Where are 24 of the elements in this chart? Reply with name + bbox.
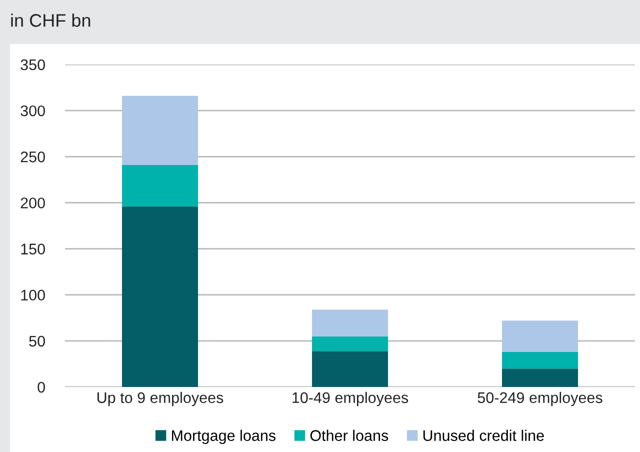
y-tick-label: 350 (20, 59, 45, 70)
bar (502, 352, 578, 369)
legend-label: Unused credit line (423, 430, 544, 441)
legend-label: Other loans (310, 430, 388, 441)
y-tick-label: 200 (20, 198, 45, 208)
y-tick-label: 300 (20, 105, 45, 116)
x-tick-label: 50-249 employees (478, 392, 602, 406)
y-tick-label: 150 (21, 244, 45, 254)
x-tick-label: 10-49 employees (292, 392, 408, 406)
legend-label: Mortgage loans (172, 430, 276, 444)
bar (502, 320, 578, 352)
bar (502, 368, 578, 387)
bar (122, 96, 198, 165)
x-tick-label: Up to 9 employees (97, 392, 224, 406)
chart-title: in CHF bn (11, 14, 90, 27)
bar (312, 336, 388, 352)
bar (312, 310, 388, 336)
bar (312, 351, 388, 387)
bar (122, 206, 198, 387)
bar (122, 164, 198, 206)
y-tick-label: 100 (21, 290, 45, 301)
y-tick-label: 50 (29, 336, 45, 347)
y-tick-label: 250 (20, 152, 45, 162)
y-tick-label: 0 (38, 382, 45, 393)
